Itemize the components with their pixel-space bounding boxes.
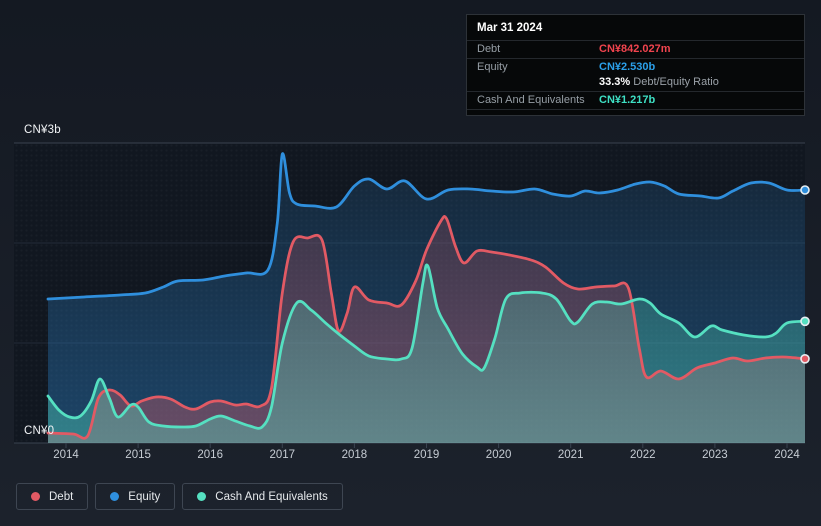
chart-legend: Debt Equity Cash And Equivalents xyxy=(16,483,343,510)
x-axis: 2014 2015 2016 2017 2018 2019 2020 2021 2022 2023… xyxy=(0,449,821,465)
tooltip-cash-value: CN¥1.217b xyxy=(599,94,656,106)
tooltip-ratio-row: 33.3% Debt/Equity Ratio xyxy=(467,76,804,91)
tooltip-equity-value: CN¥2.530b xyxy=(599,61,656,73)
x-axis-label: 2024 xyxy=(774,449,800,461)
cash-and-equivalents-endpoint-marker xyxy=(800,316,810,327)
x-axis-label: 2017 xyxy=(269,449,296,461)
legend-label-equity: Equity xyxy=(128,490,161,503)
equity-color-dot-icon xyxy=(110,492,120,501)
debt-color-dot-icon xyxy=(31,492,40,501)
tooltip-cash-row: Cash And Equivalents CN¥1.217b xyxy=(467,91,804,109)
tooltip-equity-label: Equity xyxy=(477,61,508,73)
debt-line xyxy=(46,215,807,440)
chart-tooltip: Mar 31 2024 Debt CN¥842.027m Equity CN¥2… xyxy=(466,14,805,116)
legend-item-equity[interactable]: Equity xyxy=(95,483,176,510)
tooltip-debt-row: Debt CN¥842.027m xyxy=(467,40,804,58)
equity-endpoint-marker xyxy=(800,185,810,195)
cash-and-equivalents-line xyxy=(46,263,807,430)
x-axis-label: 2020 xyxy=(485,449,512,461)
tooltip-ratio-value: 33.3% xyxy=(599,76,631,88)
cash-color-dot-icon xyxy=(197,492,207,501)
tooltip-cash-label: Cash And Equivalents xyxy=(477,94,585,106)
x-axis-label: 2016 xyxy=(197,449,223,461)
x-axis-label: 2021 xyxy=(557,449,584,461)
tooltip-equity-row: Equity CN¥2.530b xyxy=(467,58,804,76)
tooltip-ratio-label: Debt/Equity Ratio xyxy=(633,76,719,88)
legend-item-debt[interactable]: Debt xyxy=(16,483,89,510)
legend-label-cash: Cash And Equivalents xyxy=(215,490,328,503)
y-axis-label-bottom: CN¥0 xyxy=(24,425,55,437)
x-axis-label: 2019 xyxy=(413,449,440,461)
legend-label-debt: Debt xyxy=(49,490,74,503)
x-axis-label: 2015 xyxy=(125,449,151,461)
x-axis-label: 2022 xyxy=(630,449,656,461)
x-axis-label: 2018 xyxy=(341,449,368,461)
x-axis-label: 2023 xyxy=(702,449,728,461)
cash-and-equivalents-area xyxy=(48,264,805,443)
debt-endpoint-marker xyxy=(800,353,810,364)
tooltip-debt-label: Debt xyxy=(477,43,501,55)
tooltip-debt-value: CN¥842.027m xyxy=(599,43,671,55)
x-axis-label: 2014 xyxy=(53,449,79,461)
equity-line xyxy=(46,152,807,301)
y-axis-label-top: CN¥3b xyxy=(24,124,61,136)
legend-item-cash[interactable]: Cash And Equivalents xyxy=(182,483,343,510)
tooltip-date: Mar 31 2024 xyxy=(477,22,543,34)
